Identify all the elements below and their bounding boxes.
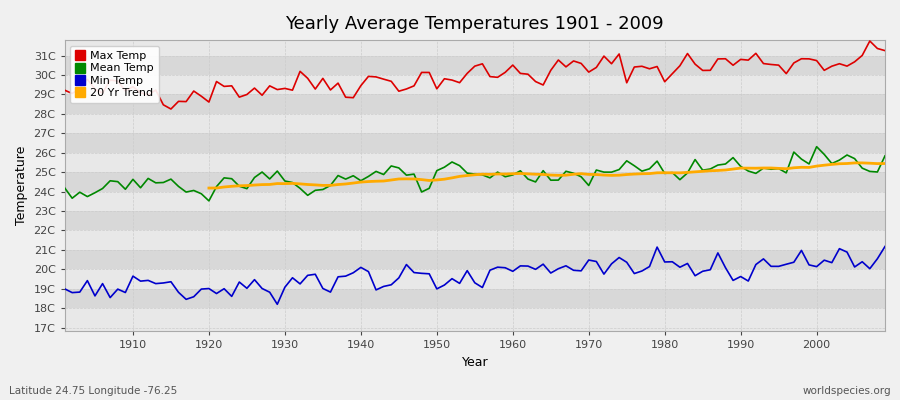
Bar [65,114,885,133]
Legend: Max Temp, Mean Temp, Min Temp, 20 Yr Trend: Max Temp, Mean Temp, Min Temp, 20 Yr Tre… [70,46,159,104]
Bar [65,250,885,269]
Text: worldspecies.org: worldspecies.org [803,386,891,396]
Title: Yearly Average Temperatures 1901 - 2009: Yearly Average Temperatures 1901 - 2009 [285,15,664,33]
Bar [65,230,885,250]
Bar [65,75,885,94]
Bar [65,308,885,328]
Bar [65,211,885,230]
Bar [65,56,885,75]
Bar [65,192,885,211]
Y-axis label: Temperature: Temperature [15,146,28,226]
Bar [65,133,885,153]
Bar [65,153,885,172]
Bar [65,269,885,289]
Bar [65,289,885,308]
Bar [65,172,885,192]
Bar [65,94,885,114]
Text: Latitude 24.75 Longitude -76.25: Latitude 24.75 Longitude -76.25 [9,386,177,396]
X-axis label: Year: Year [462,356,488,369]
